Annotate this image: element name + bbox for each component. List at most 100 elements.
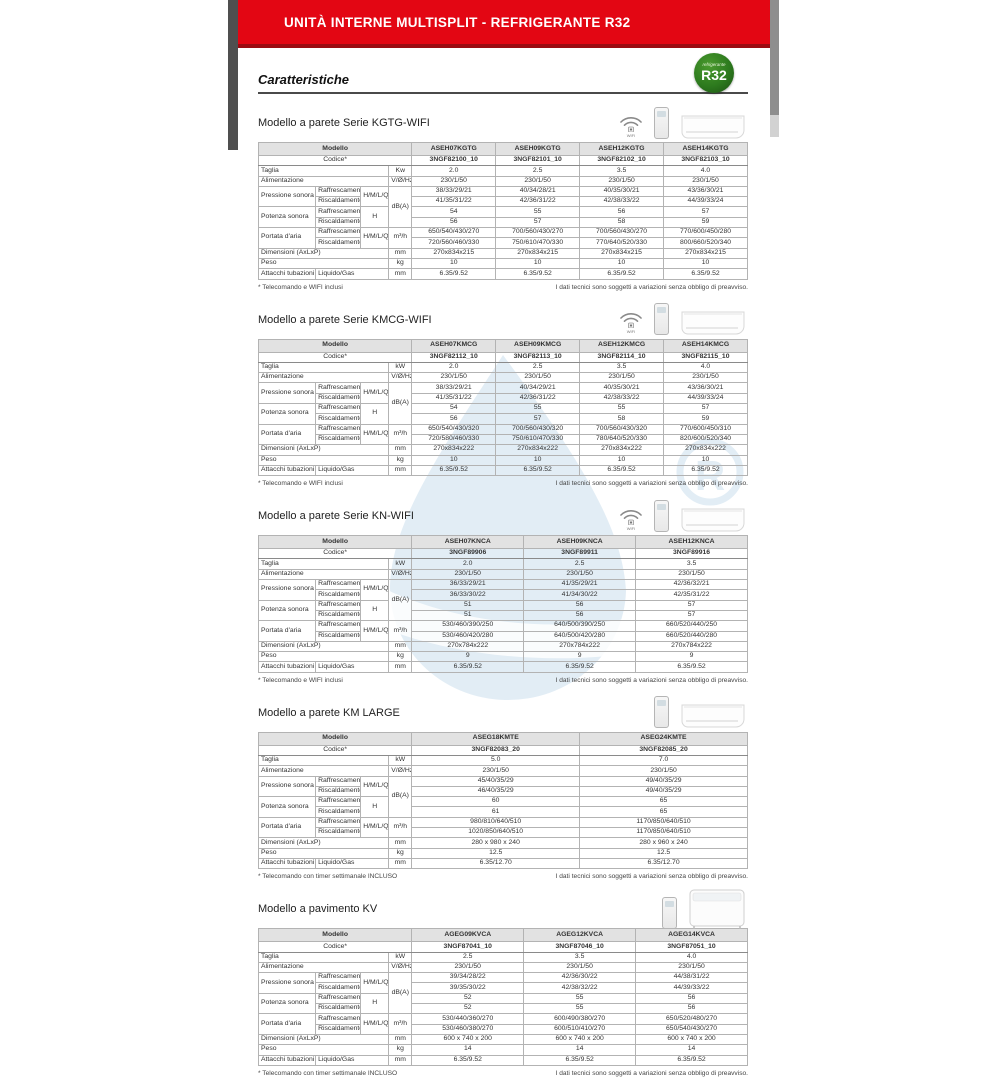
value-cell: 230/1/50 [495,372,581,384]
table-row: Riscaldamento 530/460/420/280 640/500/420/… [259,630,748,642]
table-cell: Pressione sonora [257,775,317,798]
spec-table: Modello ASEH07KMCG ASEH09KMCG ASEH12KMCG ASE… [257,338,748,477]
value-cell: 57 [635,609,748,622]
table-cell: Raffrescamento [315,423,362,435]
table-cell: Dimensioni (AxLxP) [257,640,390,653]
value-cell: 4.0 [663,165,748,177]
unit-cell: kg [388,1044,413,1056]
product-code-cell: 3NGF87041_10 [411,941,525,953]
value-cell: 6.35/9.52 [635,1054,748,1066]
value-cell: 14 [523,1044,637,1056]
value-cell: 10 [495,257,581,270]
value-cell: 6.35/12.70 [411,857,581,870]
section-icons [654,696,748,729]
table-row: Modello ASEH07KMCG ASEH09KMCG ASEH12KMCG ASE… [257,338,748,353]
value-cell: 40/35/30/21 [579,382,664,394]
unit-cell: dB(A) [388,775,413,818]
table-cell: Riscaldamento [315,1003,362,1015]
value-cell: 12.5 [411,847,581,859]
value-cell: 57 [663,206,748,218]
footnote-left: * Telecomando e WIFI inclusi [258,676,343,684]
value-cell: 10 [495,454,581,466]
value-cell: 42/36/31/22 [495,392,581,405]
table-row: Portata d'ariaRaffrescamentoH/M/L/Qm³/h9… [257,816,748,839]
value-cell: 230/1/50 [411,961,525,974]
section-head: Modello a parete KM LARGE [258,696,748,729]
value-cell: 54 [411,206,497,218]
value-cell: 61 [411,806,581,818]
table-cell: Portata d'aria [257,423,317,446]
value-cell: 38/33/29/21 [411,382,497,394]
heading-row: Caratteristiche refrigerante R32 [258,53,748,94]
table-row: Pressione sonoraRaffrescamentoH/M/L/QdB(… [257,775,748,818]
table-row: Riscaldamento 530/460/380/270 600/510/410/… [259,1023,748,1035]
modello-header-cell: Modello [257,142,413,156]
value-cell: 58 [579,413,664,425]
section-title: Modello a parete Serie KMCG-WIFI [258,313,432,326]
table-row: Modello AGEG09KVCA AGEG12KVCA AGEG14KVCA [257,928,748,943]
table-cell: H [360,206,390,229]
table-cell: Alimentazione [257,765,390,777]
value-cell: 14 [411,1044,525,1056]
banner-title: UNITÀ INTERNE MULTISPLIT - REFRIGERANTE … [284,14,631,30]
table-row: Taglia kW 2.5 3.5 4.0 [257,951,748,963]
table-row: Portata d'ariaRaffrescamentoH/M/L/Qm³/h6… [257,423,748,446]
model-name-cell: ASEG24KMTE [579,731,748,746]
value-cell: 10 [663,454,748,466]
page-right-edge-bar-light [770,115,779,137]
section-head: Modello a parete Serie KGTG-WIFI WIFI [258,106,748,139]
spec-table: Modello ASEH07KNCA ASEH09KNCA ASEH12KNCA Cod… [257,535,748,673]
unit-cell: mm [388,247,413,259]
value-cell: 600/510/410/270 [523,1023,637,1035]
product-code-cell: 3NGF89911 [523,548,637,560]
product-section: Modello a pavimento KV Modello AGEG09KVCA A… [257,889,748,1077]
table-row: Dimensioni (AxLxP) mm 280 x 980 x 240 280 x… [257,837,748,849]
value-cell: 41/34/30/22 [523,589,637,601]
table-cell: H/M/L/Q [360,423,390,446]
value-cell: 39/35/30/22 [411,982,525,994]
table-cell: H [360,796,390,818]
table-row: Codice* 3NGF89906 3NGF89911 3NGF89916 [257,548,748,560]
unit-cell: Kw [388,165,413,177]
section-icons: WIFI [619,499,748,533]
model-name-cell: ASEH09KNCA [523,535,637,550]
wifi-icon: WIFI [619,311,643,334]
value-cell: 600 x 740 x 200 [635,1033,748,1046]
modello-header-cell: Modello [257,535,413,550]
spec-table: Modello ASEG18KMTE ASEG24KMTE Codice* 3NGF82… [257,731,748,870]
table-cell: Raffrescamento [315,227,362,239]
unit-cell: dB(A) [388,579,413,622]
unit-cell: m³/h [388,620,413,642]
value-cell: 43/36/30/21 [663,185,748,198]
value-cell: 700/560/430/320 [579,423,664,435]
table-row: Attacchi tubazioni Liquido/Gas mm 6.35/9.52… [257,1054,748,1066]
product-code-cell: 3NGF82103_10 [663,154,748,167]
section-icons: WIFI [619,303,748,336]
table-footnotes: * Telecomando e WIFI inclusi I dati tecni… [258,677,748,684]
table-cell: Taglia [257,951,390,963]
value-cell: 700/560/430/320 [495,423,581,435]
table-cell: Taglia [257,165,390,177]
value-cell: 750/610/470/330 [495,433,581,446]
unit-cell: kW [388,754,413,767]
value-cell: 5.0 [411,754,581,767]
unit-cell: mm [388,837,413,849]
value-cell: 40/35/30/21 [579,185,664,198]
unit-cell: mm [388,661,413,673]
table-cell: Raffrescamento [315,796,362,808]
value-cell: 660/520/440/250 [635,620,748,632]
table-row: Peso kg 12.5 12.5 [257,847,748,859]
value-cell: 65 [579,806,748,818]
unit-cell: m³/h [388,1013,413,1035]
value-cell: 1170/850/640/510 [579,816,748,829]
value-cell: 230/1/50 [663,175,748,187]
value-cell: 42/38/32/22 [523,982,637,994]
product-code-cell: 3NGF82112_10 [411,351,497,363]
table-row: Riscaldamento 46/40/35/29 49/40/35/29 [259,785,748,798]
product-code-cell: 3NGF82102_10 [579,154,664,167]
table-row: Attacchi tubazioni Liquido/Gas mm 6.35/9.52… [257,661,748,673]
remote-control-icon [654,106,669,139]
value-cell: 820/600/520/340 [663,433,748,446]
value-cell: 640/500/390/250 [523,620,637,632]
